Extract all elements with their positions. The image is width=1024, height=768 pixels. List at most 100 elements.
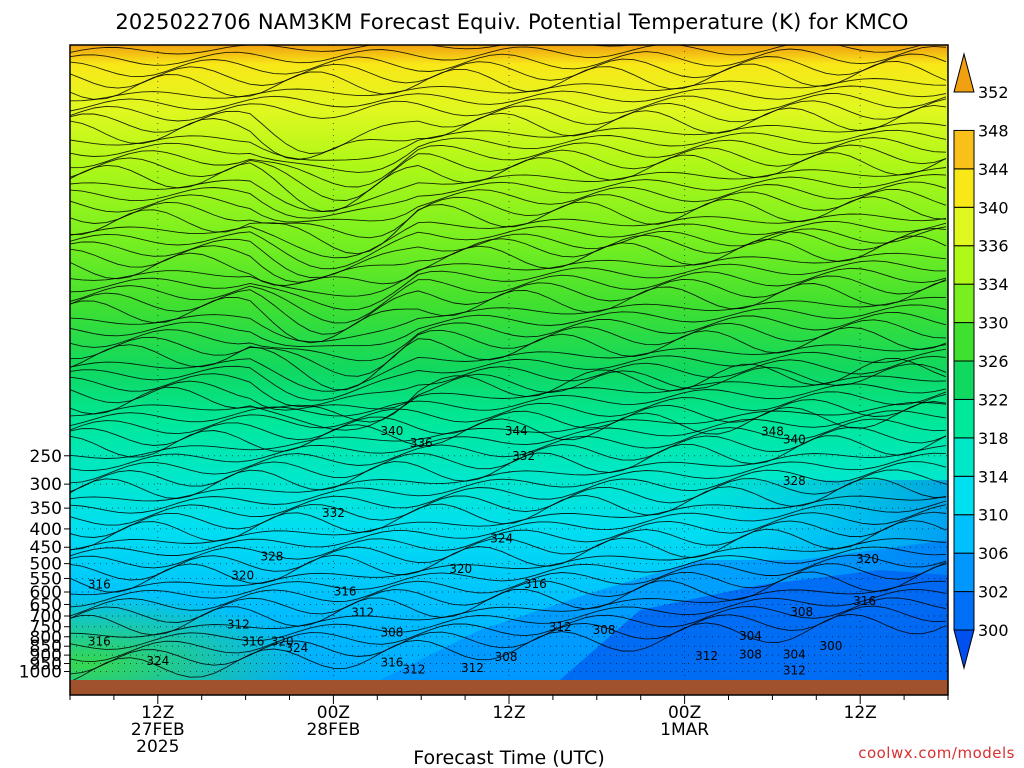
x-tick-label: 00Z [317,703,350,723]
contour-line [70,452,947,514]
contour-line [70,304,947,347]
contour-label: 340 [783,432,806,446]
colorbar-box [953,591,975,631]
contour-line [70,78,947,102]
contour-line [70,538,947,596]
contour-label: 312 [227,618,250,632]
contour-label: 304 [739,629,762,643]
contour-label: 344 [505,424,528,438]
contour-line [70,174,947,219]
y-tick-label: 300 [30,475,62,495]
contour-line [70,152,947,213]
contour-line [70,221,947,270]
colorbar-box [953,514,975,554]
contour-line [70,280,947,344]
contour-line [70,363,947,411]
contour-line [70,504,947,569]
contour-label: 312 [549,620,572,634]
y-tick-label: 650 [30,595,62,615]
contour-line [70,511,947,581]
contour-label: 308 [593,623,616,637]
contour-line [70,104,947,160]
contour-label: 308 [739,647,762,661]
colorbar-bottom-arrow [953,629,975,670]
y-tick-label: 1000 [19,663,62,683]
contour-label: 340 [380,424,403,438]
contour-line [70,348,947,401]
contour-label: 304 [783,647,806,661]
colorbar-box [953,168,975,208]
x-axis-label: Forecast Time (UTC) [413,747,604,768]
y-tick-label: 250 [30,447,62,467]
contour-line [70,227,947,283]
contour-label: 312 [461,661,484,675]
x-tick-label: 12Z [492,703,525,723]
contour-label: 316 [524,577,547,591]
contour-lines [70,45,947,683]
contour-line [70,358,947,423]
y-tick-label: 400 [30,520,62,540]
colorbar-label: 352 [978,83,1009,102]
contour-line [70,393,947,446]
contour-label: 316 [380,655,403,669]
contour-label: 324 [146,654,169,668]
credit-text: coolwx.com/models [858,744,1015,762]
colorbar-label: 336 [978,237,1009,256]
cool-east-region [700,480,948,680]
colorbar-box [953,245,975,285]
colorbar-box [953,360,975,400]
contour-line [70,500,947,557]
contour-line [70,401,947,459]
contour-line [70,98,947,154]
colorbar-box [953,437,975,477]
contour-label: 328 [260,549,283,563]
grid-lines [70,45,948,680]
contour-label: 336 [410,436,433,450]
colorbar-label: 300 [978,621,1009,640]
x-tick-label: 28FEB [306,720,360,740]
contour-line [70,53,947,89]
x-tick-label: 00Z [668,703,701,723]
contour-line [70,401,947,458]
contour-line [70,520,947,593]
contour-line [70,129,947,173]
y-tick-label: 450 [30,538,62,558]
contour-line [70,137,947,188]
y-tick-label: 350 [30,499,62,519]
contour-line [70,554,947,617]
contour-line [70,418,947,484]
contour-line [70,252,947,297]
contour-label: 308 [495,650,518,664]
contour-label: 312 [351,606,374,620]
y-tick-label: 600 [30,583,62,603]
contour-line [70,85,947,112]
x-tick-label: 12Z [844,703,877,723]
contour-label: 324 [285,641,308,655]
colorbar-label: 306 [978,544,1009,563]
contour-line [70,267,947,324]
x-tick-label: 2025 [136,737,179,757]
colorbar-box [953,552,975,593]
contour-label: 316 [88,578,111,592]
contour-label: 332 [512,449,535,463]
contour-line [70,45,924,66]
contour-label: 332 [322,506,345,520]
colorbar-label: 322 [978,390,1009,409]
colorbar-label: 326 [978,352,1009,371]
contour-label: 320 [231,569,254,583]
colorbar-box [953,398,975,439]
contour-line [70,461,947,526]
contour-label: 308 [790,605,813,619]
contour-label: 316 [853,594,876,608]
contour-line [70,613,947,683]
colorbar-label: 340 [978,198,1009,217]
contour-line [70,375,947,431]
y-tick-label: 500 [30,555,62,575]
contour-label: 320 [449,562,472,576]
contour-line [70,296,947,343]
contour-line [70,181,947,223]
colorbar: 300 302 306 310 314 318 322 326 330 334 336 340 344 3… [953,52,1009,670]
y-tick-label: 550 [30,569,62,589]
